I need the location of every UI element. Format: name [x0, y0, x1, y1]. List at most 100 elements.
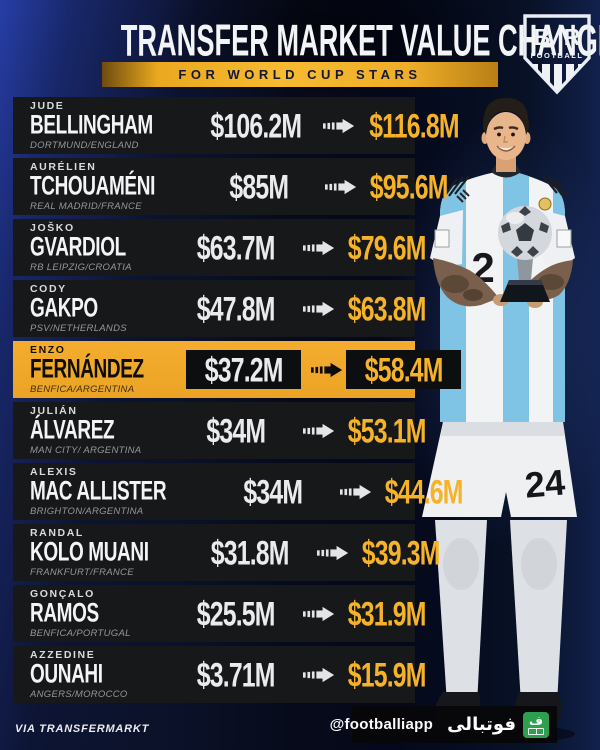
logo-letter-b: B [534, 24, 551, 50]
table-row: AZZEDINE OUNAHI ANGERS/MOROCCO $3.71M $1… [13, 646, 426, 703]
brand-name-farsi: فوتبالی [447, 714, 516, 735]
player-names: JULIÁN ÁLVAREZ MAN CITY/ ARGENTINA [13, 404, 172, 456]
brand-logo-mark [456, 189, 470, 203]
value-after: $116.8M [368, 105, 459, 146]
arrow-right-icon [300, 605, 338, 623]
value-before: $63.7M [197, 227, 276, 268]
table-row: JUDE BELLINGHAM DORTMUND/ENGLAND $106.2M… [13, 97, 459, 154]
player-first-name: GONÇALO [30, 587, 95, 600]
player-first-name: AURÉLIEN [30, 160, 97, 173]
br-football-logo: B R FOOTBALL [519, 12, 595, 98]
players-table: JUDE BELLINGHAM DORTMUND/ENGLAND $106.2M… [13, 97, 464, 707]
logo-letter-r: R [564, 24, 581, 50]
player-first-name: JULIÁN [30, 404, 78, 417]
value-after: $15.9M [347, 654, 427, 695]
value-after: $53.1M [347, 410, 427, 451]
player-first-name: JOŠKO [30, 221, 75, 234]
subtitle-text: FOR WORLD CUP STARS [178, 67, 422, 82]
player-names: RANDAL KOLO MUANI FRANKFURT/FRANCE [13, 526, 186, 578]
arrow-right-icon [314, 544, 352, 562]
player-club-country: MAN CITY/ ARGENTINA [30, 445, 142, 456]
value-after: $39.3M [361, 532, 441, 573]
header: TRANSFER MARKET VALUE CHANGES FOR WORLD … [0, 0, 600, 96]
player-last-name: TCHOUAMÉNI [30, 171, 155, 201]
value-after: $95.6M [370, 166, 449, 207]
player-club-country: DORTMUND/ENGLAND [30, 140, 139, 151]
player-last-name: GVARDIOL [30, 232, 126, 262]
player-last-name: KOLO MUANI [30, 537, 149, 567]
player-last-name: ÁLVAREZ [30, 415, 115, 445]
subtitle-banner: FOR WORLD CUP STARS [102, 62, 498, 87]
player-photo: 24 [413, 92, 600, 750]
player-names: CODY GAKPO PSV/NETHERLANDS [13, 283, 172, 334]
table-row: ALEXIS MAC ALLISTER BRIGHTON/ARGENTINA $… [13, 463, 464, 520]
player-club-country: REAL MADRID/FRANCE [30, 201, 142, 212]
player-club-country: BENFICA/PORTUGAL [30, 628, 131, 639]
value-after: $44.6M [384, 471, 464, 512]
player-names: AURÉLIEN TCHOUAMÉNI REAL MADRID/FRANCE [13, 160, 194, 212]
player-names: AZZEDINE OUNAHI ANGERS/MOROCCO [13, 648, 172, 700]
shorts-number: 24 [523, 461, 566, 505]
table-row: ENZO FERNÁNDEZ BENFICA/ARGENTINA $37.2M … [13, 341, 462, 398]
player-club-country: ANGERS/MOROCCO [30, 689, 128, 700]
table-row: GONÇALO RAMOS BENFICA/PORTUGAL $25.5M $3… [13, 585, 426, 642]
player-first-name: ALEXIS [30, 465, 78, 478]
table-row: RANDAL KOLO MUANI FRANKFURT/FRANCE $31.8… [13, 524, 441, 581]
player-names: ENZO FERNÁNDEZ BENFICA/ARGENTINA [13, 343, 180, 395]
social-handle: @footballiapp [329, 716, 434, 733]
arrow-right-icon [300, 300, 338, 318]
team-crest [538, 197, 552, 211]
player-illustration: 24 [422, 98, 577, 743]
player-last-name: MAC ALLISTER [30, 476, 167, 506]
value-after: $58.4M [345, 350, 462, 389]
value-before: $106.2M [210, 105, 302, 146]
arrow-right-icon [322, 178, 360, 196]
player-club-country: RB LEIPZIG/CROATIA [30, 262, 132, 273]
player-first-name: AZZEDINE [30, 648, 96, 661]
table-row: CODY GAKPO PSV/NETHERLANDS $47.8M $63.8M [13, 280, 426, 337]
arrow-right-icon [337, 483, 375, 501]
table-row: JULIÁN ÁLVAREZ MAN CITY/ ARGENTINA $34M … [13, 402, 426, 459]
page-title: TRANSFER MARKET VALUE CHANGES [120, 16, 600, 66]
arrow-right-icon [300, 239, 338, 257]
app-icon-letter: ف [529, 713, 543, 728]
table-row: AURÉLIEN TCHOUAMÉNI REAL MADRID/FRANCE $… [13, 158, 449, 215]
player-legs [435, 520, 567, 704]
pitch-mark [528, 727, 544, 735]
value-after: $63.8M [347, 288, 427, 329]
value-after: $31.9M [347, 593, 427, 634]
arrow-right-icon [300, 666, 338, 684]
player-shorts: 24 [422, 422, 577, 517]
player-first-name: JUDE [30, 99, 65, 112]
player-last-name: GAKPO [30, 293, 98, 323]
player-last-name: OUNAHI [30, 659, 103, 689]
player-club-country: BRIGHTON/ARGENTINA [30, 506, 144, 517]
value-before: $25.5M [197, 593, 276, 634]
player-names: JUDE BELLINGHAM DORTMUND/ENGLAND [13, 99, 192, 151]
arrow-right-icon [308, 361, 346, 379]
player-last-name: FERNÁNDEZ [30, 354, 144, 384]
logo-slash [551, 24, 563, 46]
value-before: $3.71M [197, 654, 276, 695]
player-first-name: RANDAL [30, 526, 84, 539]
value-before: $34M [206, 410, 267, 451]
player-club-country: PSV/NETHERLANDS [30, 323, 127, 334]
source-credit: VIA TRANSFERMARKT [15, 723, 150, 735]
arrow-right-icon [300, 422, 338, 440]
value-before: $31.8M [211, 532, 290, 573]
table-row: JOŠKO GVARDIOL RB LEIPZIG/CROATIA $63.7M… [13, 219, 426, 276]
arrow-right-icon [320, 117, 358, 135]
player-names: GONÇALO RAMOS BENFICA/PORTUGAL [13, 587, 172, 639]
player-names: ALEXIS MAC ALLISTER BRIGHTON/ARGENTINA [13, 465, 209, 517]
player-last-name: RAMOS [30, 598, 99, 628]
logo-football-text: FOOTBALL [531, 51, 584, 60]
footer-handle-bar: @footballiapp فوتبالی ف [330, 706, 557, 743]
player-first-name: ENZO [30, 343, 66, 356]
value-before: $85M [229, 166, 289, 207]
player-club-country: FRANKFURT/FRANCE [30, 567, 134, 578]
value-before: $37.2M [180, 350, 308, 389]
player-last-name: BELLINGHAM [30, 110, 153, 140]
player-head [481, 98, 531, 172]
shoulder-stripes [442, 175, 568, 199]
value-before: $47.8M [197, 288, 276, 329]
